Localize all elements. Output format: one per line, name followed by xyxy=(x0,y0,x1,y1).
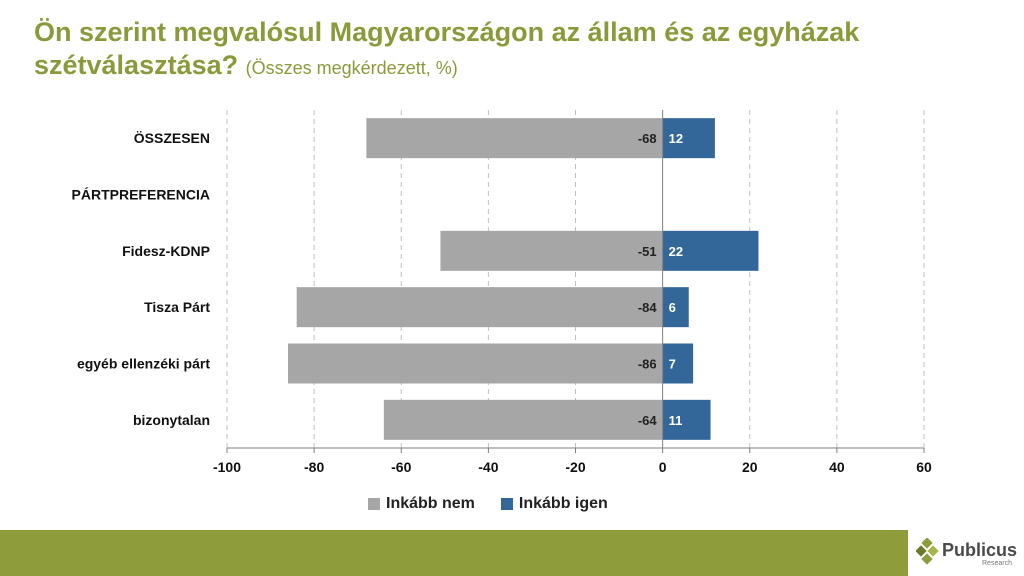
category-label: egyéb ellenzéki párt xyxy=(77,356,210,372)
category-label: Fidesz-KDNP xyxy=(122,243,210,259)
chart-subtitle: (Összes megkérdezett, %) xyxy=(245,58,458,78)
data-label-inkabb-nem: -51 xyxy=(638,244,657,259)
category-label: bizonytalan xyxy=(133,412,210,428)
bar-inkabb-nem xyxy=(287,343,663,384)
data-label-inkabb-igen: 22 xyxy=(669,244,683,259)
legend-swatch-nem xyxy=(368,498,380,510)
x-tick-label: 20 xyxy=(742,459,758,475)
bar-inkabb-igen xyxy=(662,343,694,384)
x-tick-label: -60 xyxy=(391,459,411,475)
legend-swatch-igen xyxy=(500,498,513,510)
legend-item-igen: Inkább igen xyxy=(500,495,608,513)
x-tick-label: 40 xyxy=(829,459,845,475)
category-label: Tisza Párt xyxy=(144,299,210,315)
chart-title: Ön szerint megvalósul Magyarországon az … xyxy=(34,16,934,85)
x-tick-label: -20 xyxy=(565,459,585,475)
category-label: ÖSSZESEN xyxy=(134,130,210,146)
data-label-inkabb-igen: 7 xyxy=(669,357,676,372)
x-tick-label: -100 xyxy=(213,459,241,475)
category-label: PÁRTPREFERENCIA xyxy=(72,187,210,203)
bar-inkabb-igen xyxy=(662,287,689,328)
legend-label-nem: Inkább nem xyxy=(386,495,475,512)
bar-chart: -68 12 ÖSSZESEN PÁRTPREFERENCIA -51 22 Fidesz-… xyxy=(72,110,932,475)
bar-inkabb-nem xyxy=(440,230,663,271)
bar-inkabb-igen xyxy=(662,118,715,159)
data-label-inkabb-igen: 12 xyxy=(669,131,683,146)
legend-label-igen: Inkább igen xyxy=(518,495,608,512)
bar-inkabb-igen xyxy=(662,399,711,440)
data-label-inkabb-igen: 6 xyxy=(669,300,676,315)
x-tick-label: 0 xyxy=(659,459,667,475)
logo-name: Publicus xyxy=(942,540,1018,560)
chart-title-main: Ön szerint megvalósul Magyarországon az … xyxy=(34,17,860,80)
bar-inkabb-nem xyxy=(296,287,663,328)
logo-sub: Research xyxy=(982,560,1012,567)
bar-inkabb-nem xyxy=(383,399,663,440)
data-label-inkabb-nem: -68 xyxy=(638,131,657,146)
x-tick-label: -80 xyxy=(304,459,324,475)
chart-legend: Inkább nem Inkább igen xyxy=(368,494,608,514)
footer-band xyxy=(0,530,908,576)
logo-diamond-icon xyxy=(916,538,939,565)
x-tick-label: -40 xyxy=(478,459,498,475)
bar-inkabb-igen xyxy=(662,230,759,271)
data-label-inkabb-nem: -86 xyxy=(638,357,657,372)
data-label-inkabb-nem: -64 xyxy=(638,413,658,428)
bar-inkabb-nem xyxy=(366,118,663,159)
data-label-inkabb-nem: -84 xyxy=(638,300,658,315)
data-label-inkabb-igen: 11 xyxy=(669,413,683,428)
publicus-logo: Publicus Research xyxy=(916,536,1024,572)
x-tick-label: 60 xyxy=(916,459,932,475)
legend-item-nem: Inkább nem xyxy=(368,495,475,513)
